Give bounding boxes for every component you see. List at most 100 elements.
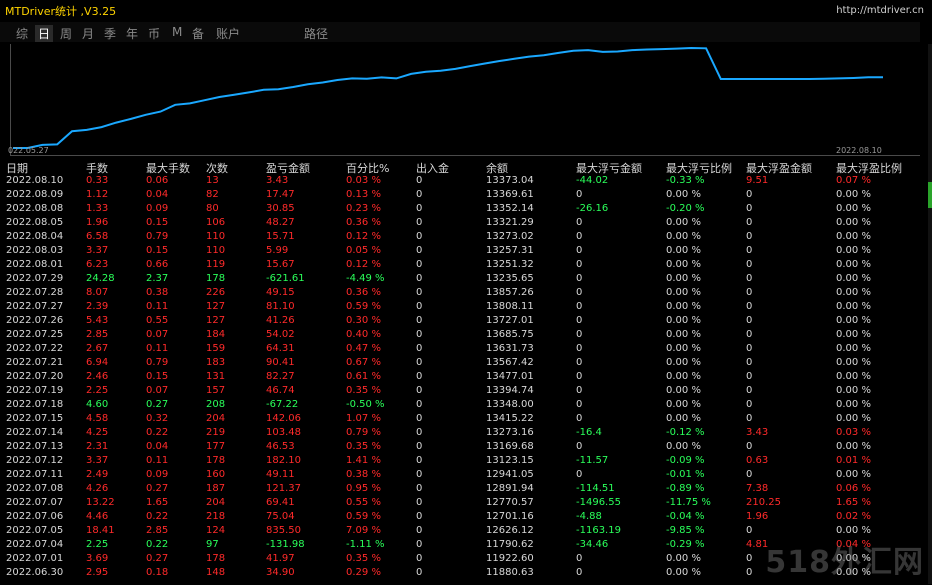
cell-mfl: 0 <box>576 287 583 298</box>
cell-bal: 13235.65 <box>486 273 534 284</box>
balance-chart-svg <box>13 46 883 149</box>
table-row[interactable]: 2022.07.21 6.94 0.79 183 90.41 0.67 % 0 13567.4… <box>0 357 930 371</box>
cell-date: 2022.07.25 <box>6 329 64 340</box>
table-row[interactable]: 2022.08.01 6.23 0.66 119 15.67 0.12 % 0 13251.3… <box>0 259 930 273</box>
cell-io: 0 <box>416 441 423 452</box>
table-row[interactable]: 2022.07.28 8.07 0.38 226 49.15 0.36 % 0 13857.2… <box>0 287 930 301</box>
column-header-11[interactable]: 最大浮盈比例 <box>836 162 902 175</box>
column-header-5[interactable]: 百分比% <box>346 162 390 175</box>
cell-io: 0 <box>416 497 423 508</box>
column-header-2[interactable]: 最大手数 <box>146 162 190 175</box>
table-row[interactable]: 2022.07.15 4.58 0.32 204 142.06 1.07 % 0 13415.… <box>0 413 930 427</box>
tab-5[interactable]: 年 <box>126 27 139 41</box>
cell-mflp: 0.00 % <box>666 315 701 326</box>
cell-count: 13 <box>206 175 219 186</box>
cell-maxlots: 0.22 <box>146 539 169 550</box>
table-row[interactable]: 2022.06.30 2.95 0.18 148 34.90 0.29 % 0 11880.6… <box>0 567 930 581</box>
tab-4[interactable]: 季 <box>104 27 117 41</box>
cell-mflp: -0.01 % <box>666 469 705 480</box>
table-row[interactable]: 2022.07.07 13.22 1.65 204 69.41 0.55 % 0 12770.… <box>0 497 930 511</box>
table-row[interactable]: 2022.07.05 18.41 2.85 124 835.50 7.09 % 0 12626… <box>0 525 930 539</box>
cell-pct: 0.13 % <box>346 189 381 200</box>
cell-io: 0 <box>416 469 423 480</box>
table-row[interactable]: 2022.07.22 2.67 0.11 159 64.31 0.47 % 0 13631.7… <box>0 343 930 357</box>
cell-mfpp: 0.00 % <box>836 315 871 326</box>
table-row[interactable]: 2022.07.26 5.43 0.55 127 41.26 0.30 % 0 13727.0… <box>0 315 930 329</box>
cell-count: 110 <box>206 231 226 242</box>
cell-date: 2022.08.01 <box>6 259 64 270</box>
column-header-4[interactable]: 盈亏金额 <box>266 162 310 175</box>
table-row[interactable]: 2022.07.04 2.25 0.22 97 -131.98 -1.11 % 0 11790… <box>0 539 930 553</box>
cell-maxlots: 0.07 <box>146 385 169 396</box>
tab-6[interactable]: 币 <box>148 27 161 41</box>
cell-count: 208 <box>206 399 226 410</box>
table-row[interactable]: 2022.07.14 4.25 0.22 219 103.48 0.79 % 0 13273.… <box>0 427 930 441</box>
table-row[interactable]: 2022.08.10 0.33 0.06 13 3.43 0.03 % 0 13373.04 -… <box>0 175 930 189</box>
scrollbar[interactable] <box>928 44 932 584</box>
cell-lots: 4.46 <box>86 511 109 522</box>
table-row[interactable]: 2022.08.04 6.58 0.79 110 15.71 0.12 % 0 13273.0… <box>0 231 930 245</box>
cell-lots: 2.49 <box>86 469 109 480</box>
table-row[interactable]: 2022.07.18 4.60 0.27 208 -67.22 -0.50 % 0 13348… <box>0 399 930 413</box>
table-row[interactable]: 2022.07.20 2.46 0.15 131 82.27 0.61 % 0 13477.0… <box>0 371 930 385</box>
table-row[interactable]: 2022.07.12 3.37 0.11 178 182.10 1.41 % 0 13123.… <box>0 455 930 469</box>
cell-mfpp: 0.01 % <box>836 455 871 466</box>
cell-mfp: 210.25 <box>746 497 781 508</box>
table-row[interactable]: 2022.07.01 3.69 0.27 178 41.97 0.35 % 0 11922.6… <box>0 553 930 567</box>
cell-lots: 3.69 <box>86 553 109 564</box>
scrollbar-thumb[interactable] <box>928 182 932 208</box>
table-row[interactable]: 2022.08.09 1.12 0.04 82 17.47 0.13 % 0 13369.61… <box>0 189 930 203</box>
cell-bal: 13394.74 <box>486 385 534 396</box>
table-row[interactable]: 2022.08.03 3.37 0.15 110 5.99 0.05 % 0 13257.31… <box>0 245 930 259</box>
tab-0[interactable]: 综 <box>16 27 29 41</box>
cell-mflp: 0.00 % <box>666 259 701 270</box>
cell-mfl: 0 <box>576 371 583 382</box>
table-row[interactable]: 2022.07.08 4.26 0.27 187 121.37 0.95 % 0 12891.… <box>0 483 930 497</box>
cell-mfp: 0 <box>746 315 753 326</box>
cell-lots: 3.37 <box>86 245 109 256</box>
table-row[interactable]: 2022.08.05 1.96 0.15 106 48.27 0.36 % 0 13321.2… <box>0 217 930 231</box>
column-header-7[interactable]: 余额 <box>486 162 508 175</box>
table-row[interactable]: 2022.07.27 2.39 0.11 127 81.10 0.59 % 0 13808.1… <box>0 301 930 315</box>
tab-3[interactable]: 月 <box>82 27 95 41</box>
column-header-3[interactable]: 次数 <box>206 162 228 175</box>
tab-8[interactable]: 备 <box>192 27 205 41</box>
tab-2[interactable]: 周 <box>60 27 73 41</box>
cell-count: 178 <box>206 455 226 466</box>
cell-bal: 13808.11 <box>486 301 534 312</box>
table-row[interactable]: 2022.07.13 2.31 0.04 177 46.53 0.35 % 0 13169.6… <box>0 441 930 455</box>
cell-pl: 90.41 <box>266 357 295 368</box>
column-header-1[interactable]: 手数 <box>86 162 108 175</box>
column-header-6[interactable]: 出入金 <box>416 162 449 175</box>
table-row[interactable]: 2022.07.19 2.25 0.07 157 46.74 0.35 % 0 13394.7… <box>0 385 930 399</box>
cell-date: 2022.07.27 <box>6 301 64 312</box>
cell-pct: 0.35 % <box>346 385 381 396</box>
table-row[interactable]: 2022.08.08 1.33 0.09 80 30.85 0.23 % 0 13352.14… <box>0 203 930 217</box>
cell-mflp: -0.33 % <box>666 175 705 186</box>
tab-7[interactable]: M <box>172 25 183 39</box>
column-header-9[interactable]: 最大浮亏比例 <box>666 162 732 175</box>
website-link[interactable]: http://mtdriver.cn <box>836 5 924 16</box>
cell-count: 178 <box>206 553 226 564</box>
column-header-0[interactable]: 日期 <box>6 162 28 175</box>
column-header-8[interactable]: 最大浮亏金额 <box>576 162 642 175</box>
table-row[interactable]: 2022.07.25 2.85 0.07 184 54.02 0.40 % 0 13685.7… <box>0 329 930 343</box>
tab-1[interactable]: 日 <box>35 25 54 42</box>
cell-mflp: 0.00 % <box>666 567 701 578</box>
tab-9[interactable]: 账户 <box>216 27 241 41</box>
table-row[interactable]: 2022.07.06 4.46 0.22 218 75.04 0.59 % 0 12701.1… <box>0 511 930 525</box>
cell-date: 2022.07.28 <box>6 287 64 298</box>
cell-mfl: -34.46 <box>576 539 609 550</box>
cell-io: 0 <box>416 399 423 410</box>
cell-mflp: 0.00 % <box>666 329 701 340</box>
column-header-10[interactable]: 最大浮盈金额 <box>746 162 812 175</box>
table-row[interactable]: 2022.07.11 2.49 0.09 160 49.11 0.38 % 0 12941.0… <box>0 469 930 483</box>
table-row[interactable]: 2022.07.29 24.28 2.37 178 -621.61 -4.49 % 0 132… <box>0 273 930 287</box>
cell-maxlots: 0.27 <box>146 483 169 494</box>
cell-pl: 41.97 <box>266 553 295 564</box>
cell-pct: 0.36 % <box>346 287 381 298</box>
cell-mfl: 0 <box>576 567 583 578</box>
tab-10[interactable]: 路径 <box>304 27 329 41</box>
cell-pct: 0.79 % <box>346 427 381 438</box>
cell-mfpp: 0.00 % <box>836 189 871 200</box>
